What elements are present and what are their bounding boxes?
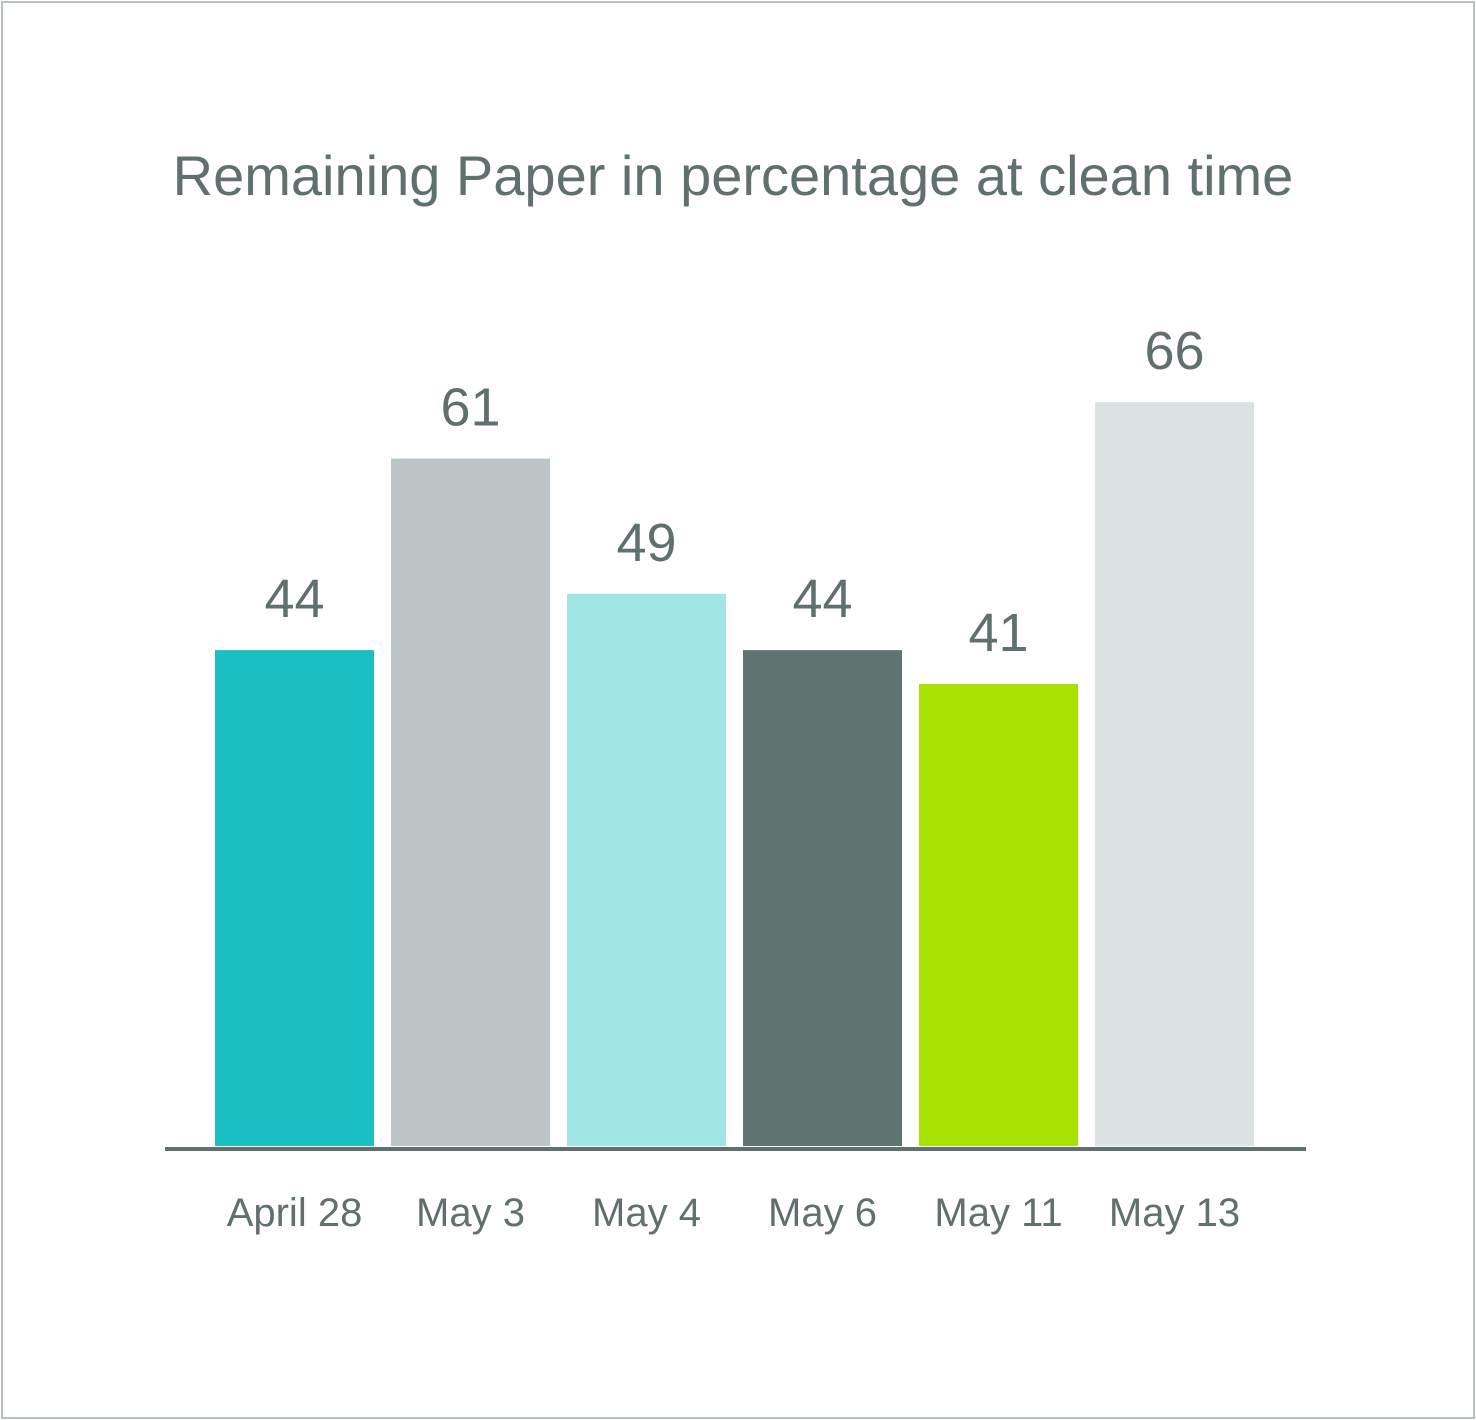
data-label: 61 bbox=[440, 378, 500, 438]
data-label: 66 bbox=[1144, 321, 1204, 381]
x-tick-label: April 28 bbox=[227, 1191, 363, 1235]
data-label: 44 bbox=[264, 569, 324, 629]
bars-layer bbox=[215, 402, 1254, 1146]
bar-may-3 bbox=[391, 458, 550, 1146]
bar-may-13 bbox=[1095, 402, 1254, 1146]
bar-may-11 bbox=[919, 683, 1078, 1146]
bar-may-6 bbox=[743, 650, 902, 1146]
chart-title: Remaining Paper in percentage at clean t… bbox=[172, 144, 1294, 207]
data-label: 41 bbox=[968, 603, 1028, 663]
bar-may-4 bbox=[567, 593, 726, 1146]
labels-layer: 44 April 28 61 May 3 49 May 4 44 May 6 41 May 11 6… bbox=[227, 321, 1240, 1235]
x-tick-label: May 11 bbox=[934, 1191, 1062, 1235]
x-tick-label: May 4 bbox=[592, 1191, 701, 1235]
bar-april-28 bbox=[215, 650, 374, 1146]
x-tick-label: May 3 bbox=[416, 1191, 525, 1235]
data-label: 49 bbox=[616, 513, 676, 573]
x-tick-label: May 6 bbox=[768, 1191, 877, 1235]
x-tick-label: May 13 bbox=[1109, 1191, 1240, 1235]
data-label: 44 bbox=[792, 569, 852, 629]
